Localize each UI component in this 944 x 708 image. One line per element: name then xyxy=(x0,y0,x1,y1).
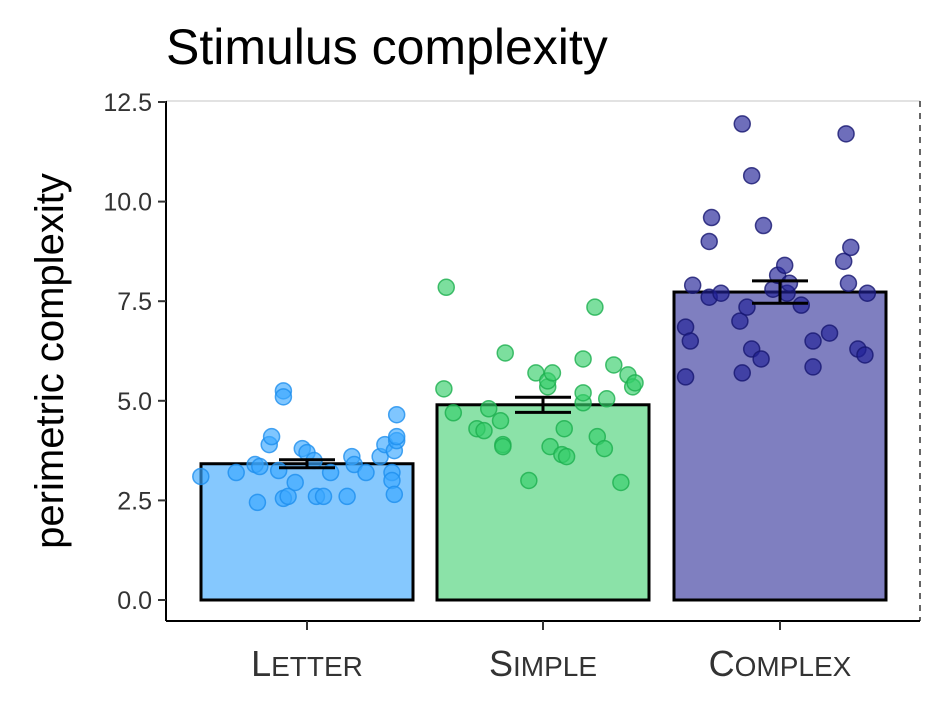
data-point xyxy=(491,411,510,430)
data-point xyxy=(286,473,304,492)
data-point xyxy=(676,368,695,386)
data-point xyxy=(738,298,756,316)
y-tick-label: 0.0 xyxy=(117,587,152,615)
data-point xyxy=(541,437,559,456)
data-point xyxy=(444,404,463,422)
data-point xyxy=(387,427,406,446)
data-point xyxy=(338,487,356,506)
data-point xyxy=(475,421,493,440)
data-point xyxy=(520,471,538,490)
data-point xyxy=(792,296,810,314)
data-point xyxy=(262,427,281,446)
data-point xyxy=(574,350,592,368)
data-point xyxy=(780,274,799,293)
data-point xyxy=(837,125,855,143)
data-point xyxy=(856,346,874,364)
data-point xyxy=(775,256,794,275)
data-point xyxy=(314,487,333,506)
data-point xyxy=(804,332,822,350)
data-point xyxy=(858,284,877,302)
data-point xyxy=(387,405,406,424)
data-point xyxy=(804,358,822,376)
data-point xyxy=(279,487,297,506)
data-point xyxy=(357,463,375,482)
data-point xyxy=(269,461,288,480)
data-point xyxy=(555,419,573,438)
data-point xyxy=(681,332,700,350)
data-point xyxy=(385,485,404,504)
data-point xyxy=(248,493,267,512)
data-point xyxy=(742,166,761,185)
y-tick-label: 7.5 xyxy=(117,288,152,316)
data-point xyxy=(494,437,512,456)
y-ticks: 0.0 2.5 5.0 7.5 10.0 12.5 xyxy=(103,89,166,615)
data-point xyxy=(251,457,269,476)
data-point xyxy=(731,312,749,330)
data-point xyxy=(702,208,721,227)
data-point xyxy=(557,447,576,466)
data-point xyxy=(820,324,839,342)
data-point xyxy=(595,439,614,458)
data-point xyxy=(733,115,751,133)
bar-simple xyxy=(435,403,651,602)
data-point xyxy=(274,388,293,406)
data-point xyxy=(842,238,860,257)
data-point xyxy=(227,463,245,482)
data-point xyxy=(626,374,644,392)
data-point xyxy=(754,216,773,235)
data-point xyxy=(479,400,498,418)
points-layer xyxy=(192,115,877,512)
y-tick-label: 5.0 xyxy=(117,388,152,416)
data-point xyxy=(437,278,455,297)
error-bar xyxy=(752,279,808,305)
x-tick-label: LETTER xyxy=(251,643,363,684)
data-point xyxy=(435,380,453,398)
data-point xyxy=(752,350,770,368)
y-axis-label: perimetric complexity xyxy=(28,173,72,549)
data-point xyxy=(683,276,702,295)
data-point xyxy=(712,284,730,302)
data-point xyxy=(839,274,858,293)
data-point xyxy=(700,232,718,251)
data-point xyxy=(612,473,630,492)
data-point xyxy=(574,384,592,402)
bar-complex xyxy=(672,290,888,602)
data-point xyxy=(733,364,751,382)
error-bars-layer xyxy=(279,279,808,470)
y-tick-label: 12.5 xyxy=(103,89,152,117)
data-point xyxy=(496,344,514,362)
chart-title: Stimulus complexity xyxy=(166,19,608,75)
data-point xyxy=(543,364,562,382)
data-point xyxy=(605,356,623,374)
data-point xyxy=(834,252,853,271)
x-tick-label: COMPLEX xyxy=(709,643,852,684)
data-point xyxy=(597,390,616,408)
data-point xyxy=(586,298,604,316)
x-tick-label: SIMPLE xyxy=(489,643,597,684)
x-ticks: LETTER SIMPLE COMPLEX xyxy=(251,621,852,684)
error-bar xyxy=(279,458,335,470)
bar-letter xyxy=(199,462,415,602)
y-tick-label: 2.5 xyxy=(117,487,152,515)
bars-layer xyxy=(199,290,888,602)
data-point xyxy=(345,455,363,474)
error-bar xyxy=(515,395,571,414)
y-tick-label: 10.0 xyxy=(103,189,152,217)
data-point xyxy=(192,467,210,486)
